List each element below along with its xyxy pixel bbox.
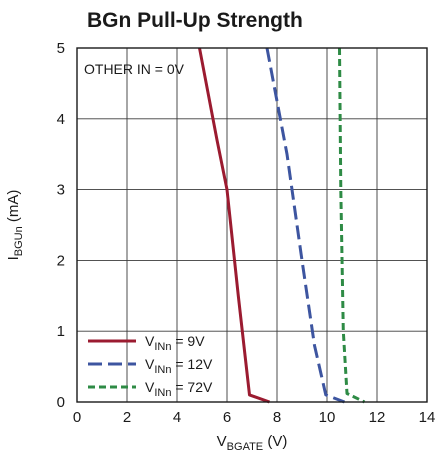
y-tick-label-3: 3 (57, 182, 65, 199)
x-tick-label-0: 0 (73, 409, 81, 426)
series-line-3 (338, 47, 366, 404)
x-tick-label-10: 10 (319, 409, 336, 426)
legend-label-sub: INn (154, 364, 171, 376)
y-axis-label-sub: BGUn (13, 226, 25, 256)
legend-label-main: V (145, 356, 155, 372)
y-axis-label-main: I (5, 256, 22, 260)
series-layer (198, 47, 366, 404)
x-tick-label-8: 8 (273, 409, 281, 426)
legend-label-rest: = 72V (171, 379, 213, 395)
legend-label-sub: INn (154, 341, 171, 353)
y-tick-label-0: 0 (57, 394, 65, 411)
x-tick-label-6: 6 (223, 409, 231, 426)
x-axis-label-unit: (V) (263, 433, 287, 450)
y-axis-label: IBGUn (mA) (5, 190, 25, 261)
y-axis-label-unit: (mA) (5, 190, 22, 227)
x-axis-label-main: V (217, 433, 227, 450)
grid (77, 48, 427, 402)
legend-label-3: VINn = 72V (145, 379, 213, 399)
y-tick-label-5: 5 (57, 40, 65, 57)
legend-label-sub: INn (154, 387, 171, 399)
legend-label-main: V (145, 379, 155, 395)
x-tick-label-4: 4 (173, 409, 181, 426)
x-axis-label: VBGATE (V) (217, 433, 288, 453)
series-line-1 (198, 47, 271, 404)
x-axis-label-sub: BGATE (227, 441, 263, 453)
legend-label-rest: = 9V (171, 333, 205, 349)
annotation-other-in: OTHER IN = 0V (84, 61, 185, 77)
legend-label-rest: = 12V (171, 356, 213, 372)
y-tick-label-1: 1 (57, 323, 65, 340)
legend-label-main: V (145, 333, 155, 349)
x-tick-label-14: 14 (419, 409, 436, 426)
y-tick-label-2: 2 (57, 252, 65, 269)
series-line-2 (265, 47, 346, 404)
legend-label-2: VINn = 12V (145, 356, 213, 376)
x-tick-label-12: 12 (369, 409, 386, 426)
y-tick-label-4: 4 (57, 111, 65, 128)
legend-label-1: VINn = 9V (145, 333, 205, 353)
chart-title: BGn Pull-Up Strength (87, 9, 303, 32)
x-tick-label-2: 2 (123, 409, 131, 426)
plot-frame (76, 47, 428, 403)
